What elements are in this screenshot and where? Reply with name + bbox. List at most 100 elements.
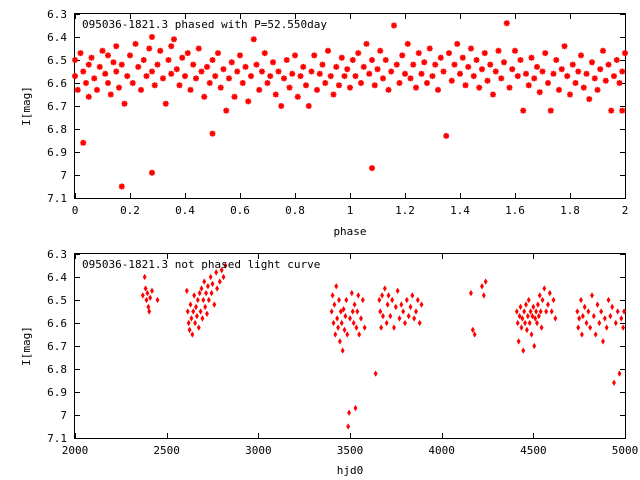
data-point: [503, 20, 510, 27]
data-point: [363, 40, 370, 47]
data-point: [393, 303, 398, 311]
data-point: [184, 50, 191, 57]
data-point: [335, 315, 340, 322]
data-point: [316, 70, 323, 77]
x-tick-label: 0: [72, 204, 79, 217]
data-point: [203, 303, 208, 311]
data-point: [470, 73, 477, 80]
y-tick-label: 6.8: [47, 123, 67, 136]
data-point: [526, 296, 531, 304]
data-point: [414, 308, 418, 315]
x-tick-label: 4500: [520, 444, 547, 457]
data-point: [85, 93, 92, 100]
data-point: [294, 93, 301, 100]
data-point: [192, 292, 197, 299]
data-point: [124, 73, 131, 80]
data-point: [77, 50, 84, 57]
data-point: [325, 47, 331, 54]
data-point: [520, 107, 527, 114]
data-point: [621, 324, 626, 331]
data-point: [204, 63, 210, 70]
data-point: [231, 93, 238, 100]
raw-plot-xlabel: hjd0: [337, 464, 364, 477]
data-point: [556, 86, 562, 93]
data-point: [221, 273, 226, 281]
data-point: [338, 308, 343, 315]
data-point: [160, 75, 166, 82]
data-point: [542, 50, 549, 57]
data-point: [350, 308, 355, 315]
data-point: [542, 285, 547, 292]
data-point: [435, 86, 441, 93]
data-point: [185, 308, 190, 315]
data-point: [223, 262, 228, 269]
data-point: [385, 86, 392, 93]
data-point: [429, 73, 436, 80]
data-point: [421, 59, 428, 66]
data-point: [617, 370, 622, 377]
data-point: [498, 75, 505, 82]
phased-plot-points: [72, 20, 628, 190]
data-point: [300, 63, 307, 70]
data-point: [487, 61, 494, 68]
data-point: [402, 70, 408, 77]
data-point: [613, 319, 618, 327]
data-point: [245, 98, 252, 105]
data-point: [362, 324, 367, 331]
data-point: [118, 183, 125, 190]
data-point: [384, 319, 389, 327]
x-tick-label: 0.2: [120, 204, 140, 217]
data-point: [357, 331, 362, 338]
data-point: [517, 312, 522, 320]
data-point: [105, 80, 111, 86]
data-point: [193, 319, 198, 327]
y-tick-label: 6.5: [47, 294, 67, 307]
data-point: [148, 294, 153, 301]
data-point: [366, 70, 373, 77]
data-point: [379, 324, 384, 331]
data-point: [261, 50, 268, 57]
data-point: [314, 86, 320, 93]
data-point: [539, 324, 544, 331]
data-point: [589, 59, 595, 66]
data-point: [297, 73, 304, 80]
data-point: [546, 301, 550, 308]
data-point: [205, 310, 209, 317]
y-tick-label: 6.4: [47, 271, 67, 284]
data-point: [215, 285, 220, 292]
data-point: [373, 370, 378, 377]
data-point: [569, 61, 576, 68]
data-point: [157, 47, 164, 54]
data-point: [501, 59, 507, 66]
data-point: [437, 54, 444, 61]
data-point: [209, 289, 214, 297]
data-point: [99, 47, 106, 54]
data-point: [561, 43, 568, 50]
data-point: [535, 301, 540, 308]
data-point: [311, 52, 318, 59]
data-point: [198, 308, 203, 315]
phased-plot-frame: [74, 13, 626, 199]
data-point: [340, 347, 345, 354]
data-point: [127, 52, 133, 59]
data-point: [191, 308, 196, 315]
y-tick-label: 6.9: [47, 146, 67, 159]
x-tick-label: 1.8: [560, 204, 580, 217]
data-point: [220, 66, 227, 73]
data-point: [418, 70, 425, 77]
data-point: [527, 319, 532, 327]
data-point: [272, 91, 279, 98]
x-tick-label: 4000: [428, 444, 455, 457]
data-point: [396, 80, 403, 86]
data-point: [408, 303, 413, 311]
data-point: [352, 301, 357, 308]
data-point: [138, 86, 144, 93]
data-point: [512, 47, 518, 54]
data-point: [385, 301, 390, 308]
data-point: [347, 84, 353, 91]
data-point: [140, 57, 147, 63]
x-tick-label: 0.8: [285, 204, 305, 217]
data-point: [608, 312, 613, 320]
x-tick-label: 2: [622, 204, 629, 217]
data-point: [492, 68, 499, 75]
